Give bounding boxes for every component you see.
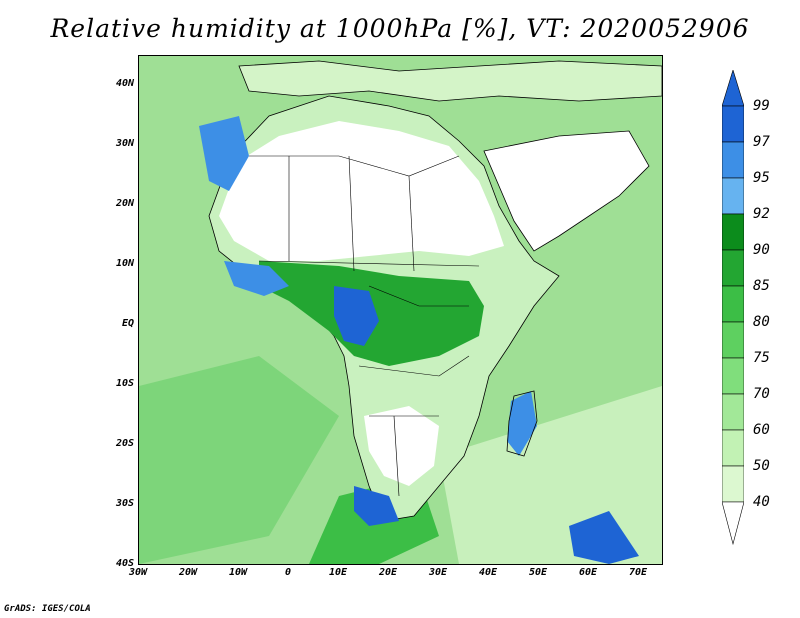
lon-label-20e: 20E: [378, 567, 398, 578]
saturated-congo: [334, 286, 379, 346]
lat-label-30n: 30N: [115, 138, 134, 149]
lon-label-10e: 10E: [328, 567, 348, 578]
grads-credit: GrADS: IGES/COLA: [4, 604, 91, 614]
lon-label-40e: 40E: [478, 567, 498, 578]
colorbar-swatch-99-97: [722, 105, 744, 143]
colorbar-label-97: 97: [753, 134, 770, 150]
saturated-cape: [354, 486, 399, 526]
colorbar-swatch-50-40: [722, 465, 744, 503]
lon-label-10w: 10W: [228, 567, 248, 578]
map-title: Relative humidity at 1000hPa [%], VT: 20…: [50, 14, 750, 43]
colorbar-swatch-85-80: [722, 285, 744, 323]
colorbar-swatch-97-95: [722, 141, 744, 179]
colorbar-swatch-95-92: [722, 177, 744, 215]
lon-label-0: 0: [284, 567, 292, 578]
lat-label-20n: 20N: [115, 198, 134, 209]
colorbar-swatch-60-50: [722, 429, 744, 467]
colorbar-label-92: 92: [753, 206, 770, 222]
colorbar-label-95: 95: [753, 170, 770, 186]
colorbar-swatch-92-90: [722, 213, 744, 251]
kalahari-dry: [364, 406, 439, 486]
saturated-west-coast: [199, 116, 249, 191]
colorbar-label-60: 60: [753, 422, 770, 438]
lat-label-10s: 10S: [115, 378, 134, 389]
colorbar-label-70: 70: [753, 386, 770, 402]
lon-label-70e: 70E: [628, 567, 648, 578]
colorbar: [722, 70, 744, 546]
colorbar-label-80: 80: [753, 314, 770, 330]
colorbar-swatch-80-75: [722, 321, 744, 359]
saturated-gulf-guinea: [224, 261, 289, 296]
colorbar-swatch-75-70: [722, 357, 744, 395]
lon-label-60e: 60E: [578, 567, 598, 578]
arabia-dry: [483, 130, 650, 252]
country-borders: [249, 155, 480, 497]
lat-label-40n: 40N: [115, 78, 134, 89]
colorbar-under-arrow: [722, 501, 744, 546]
saturated-south-coast: [569, 511, 639, 564]
madagascar-outline: [506, 390, 538, 457]
lat-label-eq: EQ: [121, 318, 134, 329]
colorbar-label-99: 99: [753, 98, 770, 114]
colorbar-label-50: 50: [753, 458, 770, 474]
colorbar-label-85: 85: [753, 278, 770, 294]
saturated-madagascar: [507, 391, 537, 456]
europe-land: [238, 60, 662, 102]
colorbar-label-75: 75: [753, 350, 770, 366]
lon-label-20w: 20W: [178, 567, 198, 578]
humidity-map: [138, 55, 663, 565]
map-canvas: [139, 56, 662, 564]
lat-label-20s: 20S: [115, 438, 134, 449]
lat-label-30s: 30S: [115, 498, 134, 509]
colorbar-swatch-90-85: [722, 249, 744, 287]
lat-label-40s: 40S: [115, 558, 134, 569]
colorbar-over-arrow: [722, 70, 744, 107]
colorbar-swatch-70-60: [722, 393, 744, 431]
colorbar-label-90: 90: [753, 242, 770, 258]
lat-label-10n: 10N: [115, 258, 134, 269]
lon-label-30w: 30W: [128, 567, 148, 578]
colorbar-label-40: 40: [753, 494, 770, 510]
lon-label-50e: 50E: [528, 567, 548, 578]
lon-label-30e: 30E: [428, 567, 448, 578]
atlantic-moist: [139, 356, 339, 564]
